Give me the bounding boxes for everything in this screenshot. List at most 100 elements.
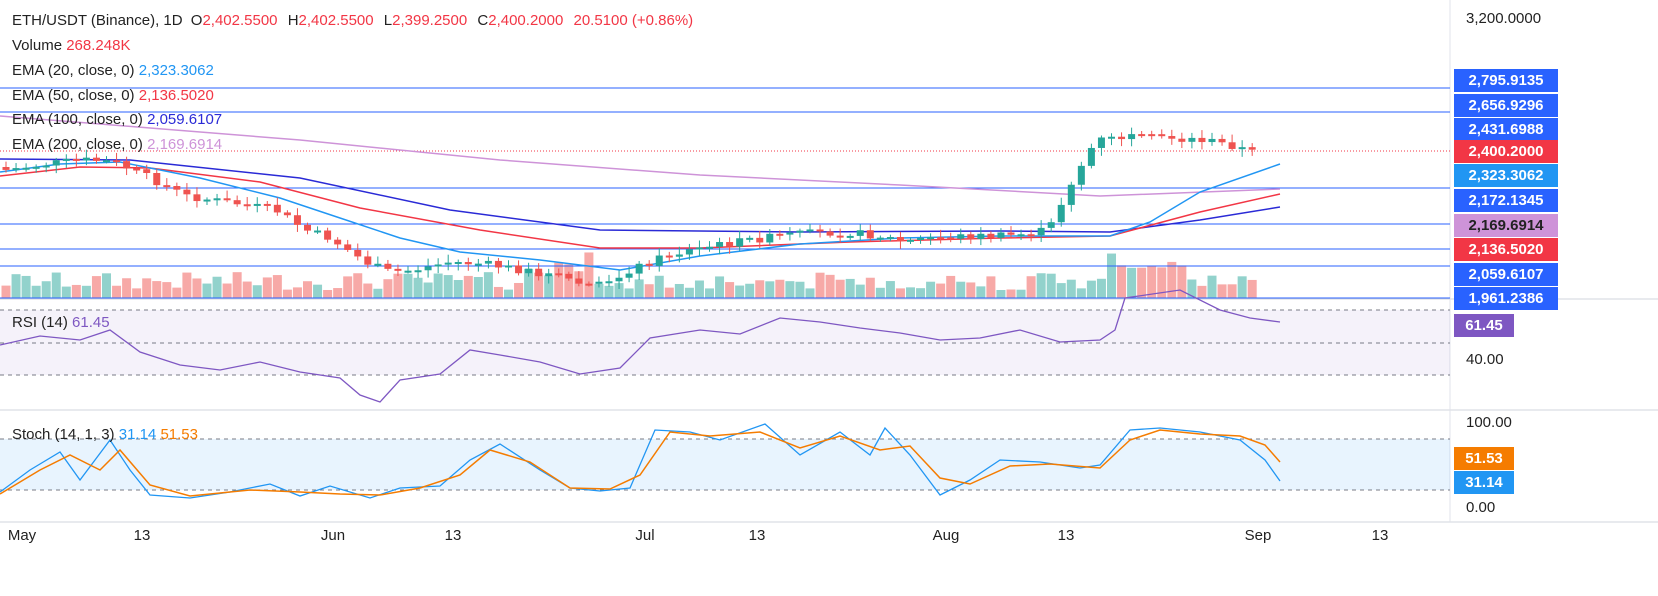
candle-body: [113, 160, 121, 163]
volume-bar: [544, 275, 554, 298]
candle-body: [193, 194, 201, 202]
volume-bar: [11, 274, 21, 298]
high-value: 2,402.5500: [298, 12, 374, 29]
candle-body: [293, 215, 301, 225]
volume-bar: [524, 268, 534, 298]
volume-bar: [684, 287, 694, 298]
symbol-title[interactable]: ETH/USDT (Binance), 1D: [12, 12, 183, 29]
candle-body: [354, 249, 362, 257]
candle-body: [615, 277, 623, 282]
price-tag: 2,059.6107: [1454, 263, 1558, 286]
candle-body: [826, 231, 834, 236]
volume-bar: [343, 276, 353, 298]
candle-body: [233, 200, 241, 205]
volume-bar: [493, 286, 503, 298]
candle-body: [404, 270, 412, 273]
candle-body: [82, 157, 90, 161]
volume-bar: [262, 277, 272, 298]
candle-body: [886, 237, 894, 240]
x-tick-jul-13: 13: [748, 527, 766, 544]
candle-body: [1198, 137, 1206, 143]
candle-body: [374, 263, 382, 266]
ema50-legend[interactable]: EMA (50, close, 0) 2,136.5020: [12, 87, 214, 104]
ema20-legend[interactable]: EMA (20, close, 0) 2,323.3062: [12, 62, 214, 79]
ema100-label: EMA (100, close, 0): [12, 111, 143, 128]
volume-bar: [1247, 279, 1257, 298]
candle-body: [695, 247, 703, 250]
volume-bar: [644, 284, 654, 298]
candle-body: [1017, 234, 1025, 237]
candle-body: [1238, 147, 1246, 150]
volume-bar: [795, 281, 805, 298]
price-tag: 2,323.3062: [1454, 164, 1558, 187]
volume-bar: [182, 272, 192, 298]
volume-bar: [1137, 267, 1147, 298]
candle-body: [635, 263, 643, 274]
volume-bar: [936, 283, 946, 298]
stoch-legend[interactable]: Stoch (14, 1, 3) 31.14 51.53: [12, 426, 198, 443]
stoch-axis-0-label: 0.00: [1466, 499, 1496, 516]
candle-body: [1027, 234, 1035, 237]
rsi-legend[interactable]: RSI (14) 61.45: [12, 314, 110, 331]
volume-bar: [323, 289, 333, 298]
candle-body: [334, 239, 342, 245]
volume-bar: [725, 282, 735, 298]
candle-body: [1108, 136, 1115, 139]
volume-bar: [966, 282, 976, 298]
candle-body: [1077, 165, 1085, 185]
volume-bar: [1147, 265, 1157, 298]
candle-body: [896, 237, 904, 242]
candle-body: [585, 283, 593, 286]
candle-body: [364, 256, 372, 265]
volume-bar: [1036, 273, 1046, 298]
stoch-band: [0, 439, 1450, 490]
volume-bar: [112, 285, 122, 298]
candle-body: [685, 249, 693, 255]
candle-body: [736, 238, 744, 247]
candle-body: [997, 232, 1005, 238]
candle-body: [243, 204, 251, 207]
candle-body: [72, 158, 80, 161]
volume-bar: [413, 277, 423, 298]
volume-bar: [232, 272, 242, 298]
candle-body: [183, 189, 191, 195]
candle-body: [575, 278, 583, 284]
volume-bar: [956, 281, 966, 298]
volume-bar: [1217, 284, 1227, 298]
candle-body: [605, 281, 613, 284]
volume-bar: [906, 287, 915, 298]
candle-body: [2, 167, 10, 170]
volume-label: Volume: [12, 37, 63, 54]
price-tag: 1,961.2386: [1454, 287, 1558, 310]
candle-body: [153, 173, 161, 186]
chart-background: [0, 0, 1658, 523]
candle-body: [746, 237, 754, 240]
price-tag: 2,169.6914: [1454, 214, 1558, 237]
candle-body: [525, 268, 533, 274]
volume-legend[interactable]: Volume 268.248K: [12, 37, 130, 54]
candle-body: [414, 270, 422, 273]
candle-body: [103, 160, 110, 163]
volume-bar: [443, 275, 453, 298]
candle-body: [52, 160, 60, 166]
ema100-legend[interactable]: EMA (100, close, 0) 2,059.6107: [12, 111, 222, 128]
candle-body: [384, 263, 392, 269]
ema200-legend[interactable]: EMA (200, close, 0) 2,169.6914: [12, 136, 222, 153]
candle-body: [846, 235, 854, 238]
volume-bar: [634, 279, 644, 298]
volume-bar: [865, 277, 875, 298]
candle-body: [62, 158, 70, 161]
candle-body: [716, 242, 724, 247]
candle-body: [766, 233, 774, 243]
open-value: 2,402.5500: [202, 12, 278, 29]
volume-bar: [463, 275, 473, 298]
candle-body: [394, 268, 402, 271]
ema100-line: [0, 158, 1281, 233]
volume-bar: [976, 286, 986, 298]
volume-bar: [514, 282, 524, 298]
candle-body: [12, 168, 20, 171]
candle-body: [776, 233, 784, 236]
candle-body: [655, 255, 663, 266]
candle-body: [223, 198, 231, 201]
